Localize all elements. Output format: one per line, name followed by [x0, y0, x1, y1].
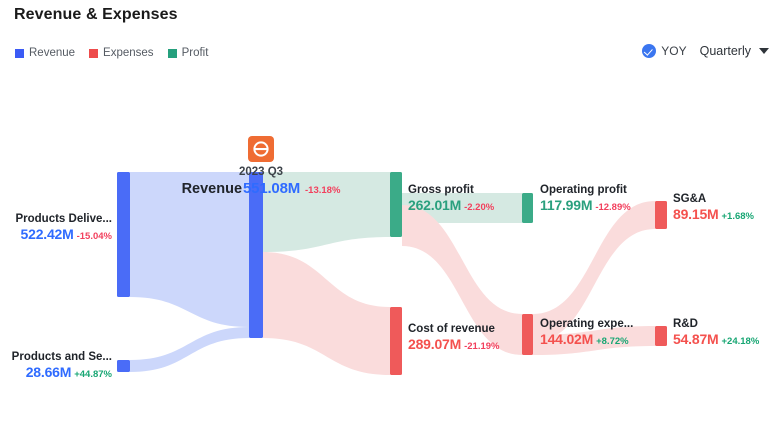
yoy-toggle[interactable]: YOY: [642, 44, 687, 58]
sankey-link-operating_expenses-to-rnd[interactable]: [533, 326, 655, 355]
legend-label-profit: Profit: [181, 47, 209, 59]
chart-controls: YOY Quarterly: [642, 44, 769, 58]
sankey-node-revenue[interactable]: [249, 172, 263, 338]
legend-item-revenue[interactable]: Revenue: [15, 47, 75, 59]
sankey-link-operating_expenses-to-sga[interactable]: [533, 201, 655, 342]
sankey-link-gross_profit-to-operating_expenses[interactable]: [402, 205, 522, 355]
legend-item-expenses[interactable]: Expenses: [89, 47, 154, 59]
page-title: Revenue & Expenses: [14, 6, 178, 23]
legend-swatch-expenses: [89, 48, 99, 58]
legend-swatch-profit: [167, 48, 177, 58]
sankey-node-cost_of_revenue[interactable]: [390, 307, 402, 375]
sankey-node-sga[interactable]: [655, 201, 667, 229]
chart-legend: Revenue Expenses Profit: [15, 47, 208, 59]
yoy-label: YOY: [661, 44, 687, 58]
period-dropdown-value: Quarterly: [699, 44, 751, 58]
sankey-node-gross_profit[interactable]: [390, 172, 402, 237]
legend-swatch-revenue: [15, 48, 24, 58]
sankey-link-revenue-to-gross_profit[interactable]: [263, 172, 390, 252]
sankey-node-rnd[interactable]: [655, 326, 667, 346]
sankey-node-operating_profit[interactable]: [522, 193, 533, 223]
sankey-nodes: [117, 172, 667, 375]
chevron-down-icon: [759, 48, 769, 54]
sankey-links: [130, 172, 655, 375]
legend-item-profit[interactable]: Profit: [167, 47, 209, 59]
period-dropdown[interactable]: Quarterly: [700, 44, 769, 58]
sankey-link-revenue-to-cost_of_revenue[interactable]: [263, 252, 390, 375]
sankey-link-gross_profit-to-operating_profit[interactable]: [402, 193, 522, 223]
sankey-link-products_and_services-to-revenue[interactable]: [130, 327, 249, 372]
sankey-node-operating_expenses[interactable]: [522, 314, 533, 355]
sankey-node-products_delivered[interactable]: [117, 172, 130, 297]
legend-label-revenue: Revenue: [29, 47, 76, 59]
sankey-link-products_delivered-to-revenue[interactable]: [130, 172, 249, 327]
sankey-node-products_and_services[interactable]: [117, 360, 130, 372]
legend-label-expenses: Expenses: [103, 47, 154, 59]
check-circle-icon[interactable]: [642, 44, 657, 58]
